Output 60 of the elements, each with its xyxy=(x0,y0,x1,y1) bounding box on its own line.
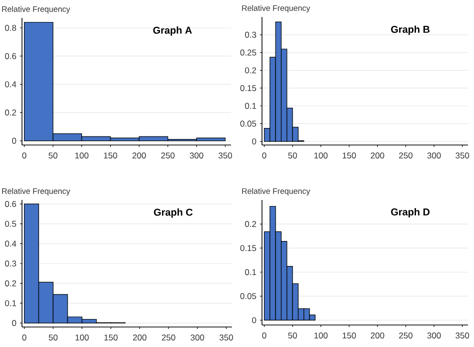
x-tick-label: 50 xyxy=(48,152,58,158)
x-tick-label: 200 xyxy=(133,334,146,340)
x-tick-label: 50 xyxy=(48,334,58,340)
x-tick-label: 150 xyxy=(342,332,356,338)
y-tick-label: 0.6 xyxy=(5,53,16,60)
y-tick-label: 0.4 xyxy=(5,81,16,88)
text: Graph A xyxy=(153,26,192,36)
x-tick-label: 300 xyxy=(427,152,441,158)
x-tick-label: 150 xyxy=(104,152,118,158)
y-tick-label: 0.15 xyxy=(240,245,256,252)
y-tick-label: 0.1 xyxy=(245,102,256,109)
y-tick-label: 0 xyxy=(252,138,256,144)
y-tick-label: 0.05 xyxy=(240,120,256,127)
x-tick-label: 100 xyxy=(314,332,328,338)
x-tick-label: 300 xyxy=(190,152,204,158)
x-tick-label: 200 xyxy=(370,152,384,158)
x-tick-label: 150 xyxy=(104,334,118,340)
x-tick-label: 200 xyxy=(370,332,384,338)
x-tick-label: 300 xyxy=(427,332,441,338)
x-tick-label: 350 xyxy=(456,152,470,158)
x-tick-label: 350 xyxy=(219,334,233,340)
y-tick-label: 0 xyxy=(12,320,16,326)
x-tick-label: 250 xyxy=(162,334,176,340)
x-tick-label: 350 xyxy=(218,152,232,158)
y-tick-label: 0 xyxy=(252,317,256,324)
text: Graph B xyxy=(391,26,430,35)
x-tick-label: 300 xyxy=(190,334,204,340)
y-tick-label: 0.8 xyxy=(5,24,16,31)
x-tick-label: 250 xyxy=(399,332,412,338)
x-tick-label: 0 xyxy=(22,152,26,158)
y-tick-label: 0.15 xyxy=(240,85,256,92)
x-tick-label: 200 xyxy=(132,152,146,158)
y-tick-label: 0.3 xyxy=(245,32,256,38)
x-tick-label: 0 xyxy=(22,334,26,340)
y-tick-label: 0.4 xyxy=(5,240,16,247)
y-tick-label: 0.2 xyxy=(5,110,16,116)
y-tick-label: 0.3 xyxy=(5,260,16,266)
y-tick-label: 0.5 xyxy=(5,220,16,227)
text: Graph D xyxy=(391,208,430,218)
y-tick-label: 0.2 xyxy=(245,67,256,74)
x-tick-label: 350 xyxy=(456,332,470,338)
y-tick-label: 0.25 xyxy=(240,50,256,56)
x-tick-label: 0 xyxy=(262,152,266,158)
y-tick-label: 0 xyxy=(12,138,16,144)
y-tick-label: 0.1 xyxy=(5,300,16,306)
x-tick-label: 250 xyxy=(161,152,175,158)
x-tick-label: 100 xyxy=(314,152,328,158)
y-tick-label: 0.1 xyxy=(245,269,256,276)
x-tick-label: 50 xyxy=(288,152,297,158)
y-tick-label: 0.05 xyxy=(240,293,256,300)
x-tick-label: 250 xyxy=(399,152,412,158)
y-tick-label: 0.2 xyxy=(5,280,16,286)
y-tick-label: 0.6 xyxy=(5,200,16,207)
x-tick-label: 0 xyxy=(262,332,266,338)
text: Graph C xyxy=(154,208,193,218)
x-tick-label: 100 xyxy=(75,152,88,158)
x-tick-label: 100 xyxy=(76,334,89,340)
x-tick-label: 50 xyxy=(288,332,297,338)
x-tick-label: 150 xyxy=(342,152,356,158)
y-tick-label: 0.2 xyxy=(245,221,256,228)
